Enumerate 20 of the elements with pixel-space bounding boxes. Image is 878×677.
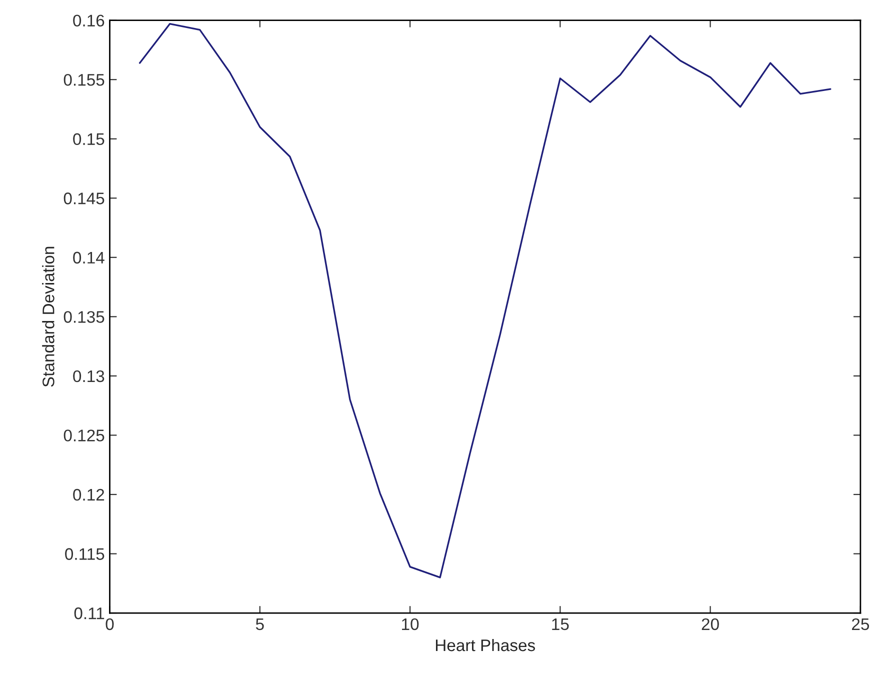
x-tick-label: 20 <box>702 618 719 630</box>
y-tick-label: 0.14 <box>73 252 104 264</box>
x-tick-label: 10 <box>402 618 419 630</box>
x-tick-label: 5 <box>256 618 264 630</box>
x-tick-label: 0 <box>106 618 114 630</box>
y-tick-label: 0.145 <box>64 192 104 204</box>
y-tick-label: 0.12 <box>73 488 104 501</box>
y-tick-label: 0.155 <box>64 74 104 86</box>
y-axis-title: Standard Deviation <box>42 246 54 387</box>
y-tick-label: 0.16 <box>73 14 104 27</box>
y-tick-label: 0.13 <box>73 370 104 382</box>
y-tick-label: 0.125 <box>64 430 104 442</box>
x-axis-title: Heart Phases <box>436 638 535 652</box>
x-tick-label: 15 <box>552 618 569 630</box>
y-tick-label: 0.11 <box>74 607 104 620</box>
y-tick-label: 0.15 <box>73 133 104 146</box>
x-tick-label: 25 <box>852 618 870 630</box>
line-series <box>138 23 832 578</box>
y-tick-label: 0.135 <box>64 311 104 323</box>
y-tick-label: 0.115 <box>65 548 104 560</box>
